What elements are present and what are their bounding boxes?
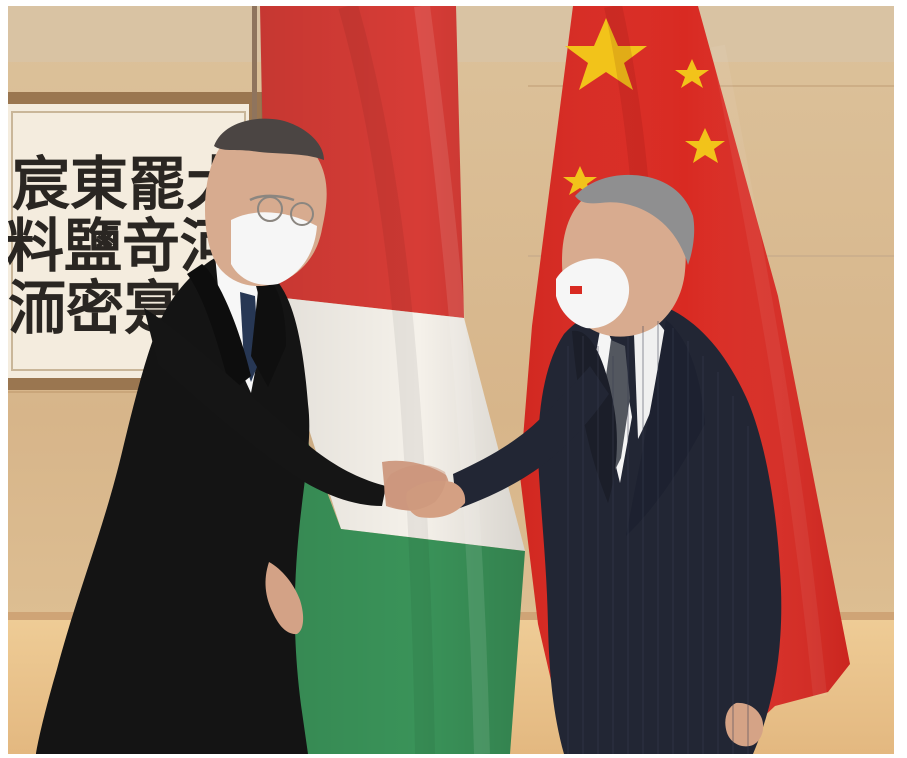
left-person-glasses-lens-2 [290,202,314,226]
star-icon-small-3 [563,166,597,195]
right-person-lower-hand [725,702,764,747]
scene-svg: 宸東罷大 料鹽竒河 洏密寔 [8,6,894,754]
left-person-lower-hand [265,562,304,635]
mask-icon-right [556,258,630,329]
mask-icon-left [231,212,317,285]
right-person-pinstripes [567,321,749,754]
star-icon-small-2 [685,128,725,163]
left-person-arm-upper [144,308,386,506]
star-icon-small-1 [675,59,709,88]
right-person-hand [406,480,466,518]
star-icon-large [565,18,647,90]
left-person-hair [214,118,324,160]
right-person-lapel-right [626,320,705,536]
right-person [406,174,782,754]
right-person-hair [575,174,695,265]
left-person [36,118,450,754]
hungary-fold-2 [414,6,490,754]
handshake-overlap-shadow [384,464,446,511]
left-person-lapel-left [187,264,251,392]
flag-china-mask-icon [570,286,582,294]
hungary-fold-1 [338,6,435,754]
china-fold-2 [711,44,827,697]
calligraphy-scroll: 宸東罷大 料鹽竒河 洏密寔 [8,92,263,390]
left-person-glasses-lens-1 [257,196,283,222]
left-person-glasses-top [249,194,295,202]
right-person-arm [453,366,609,509]
left-person-lapel-right [251,272,286,387]
photo-scene: 宸東罷大 料鹽竒河 洏密寔 [8,6,894,754]
